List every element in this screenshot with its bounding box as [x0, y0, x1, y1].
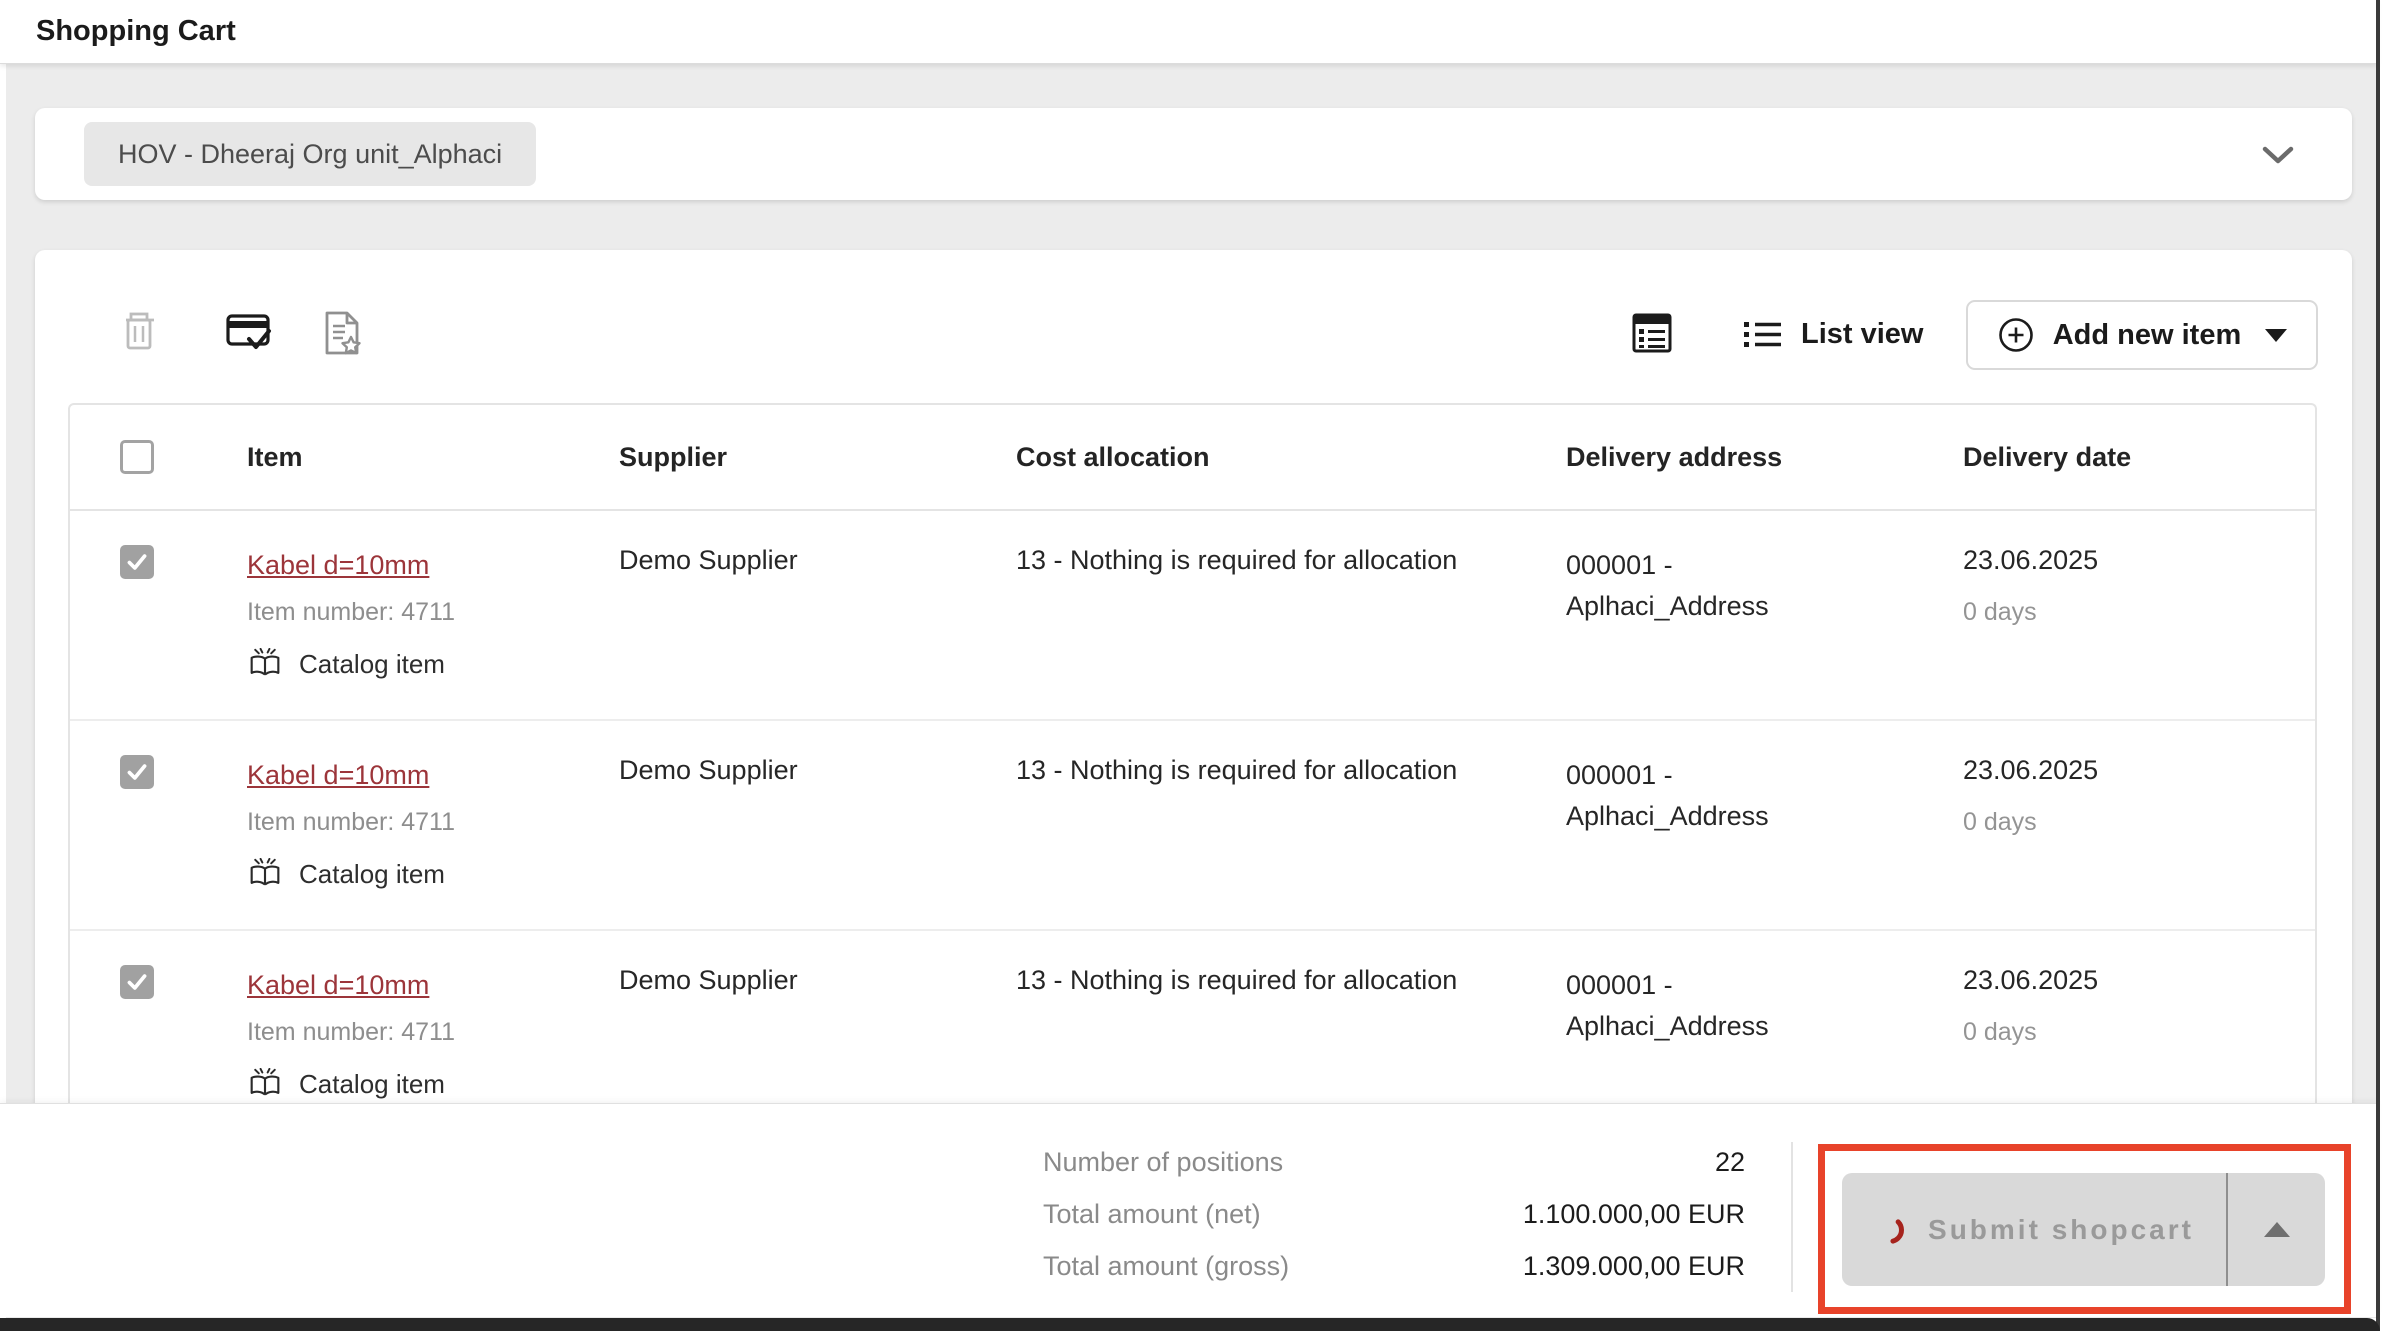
supplier-cell: Demo Supplier — [619, 545, 798, 575]
delivery-address-cell: 000001 - Aplhaci_Address — [1566, 760, 1769, 831]
item-number: Item number: 4711 — [247, 1018, 455, 1046]
catalog-book-icon — [250, 858, 280, 886]
cart-table: Item Supplier Cost allocation Delivery a… — [68, 403, 2317, 1103]
submit-button-divider — [2226, 1173, 2228, 1286]
summary-value: 1.100.000,00 EUR — [1522, 1199, 1745, 1229]
item-number: Item number: 4711 — [247, 808, 455, 836]
table-header-row: Item Supplier Cost allocation Delivery a… — [70, 405, 2315, 511]
catalog-item-badge: Catalog item — [299, 858, 445, 889]
supplier-cell: Demo Supplier — [619, 965, 798, 995]
row-checkbox[interactable] — [120, 545, 154, 579]
submit-options-toggle[interactable] — [2228, 1173, 2325, 1286]
select-all-checkbox[interactable] — [120, 440, 154, 474]
app-header: Shopping Cart — [0, 0, 2377, 64]
org-unit-chip[interactable]: HOV - Dheeraj Org unit_Alphaci — [84, 122, 537, 186]
submit-shopcart-label: Submit shopcart — [1928, 1213, 2194, 1245]
summary-value: 22 — [1714, 1147, 1745, 1177]
table-row: Kabel d=10mm Item number: 4711 Catalog i… — [70, 511, 2315, 721]
delivery-address-cell: 000001 - Aplhaci_Address — [1566, 970, 1769, 1041]
column-header-delivery-address: Delivery address — [1566, 441, 1783, 472]
catalog-item-badge: Catalog item — [299, 648, 445, 679]
catalog-book-icon — [250, 1068, 280, 1096]
summary-label: Total amount (gross) — [1043, 1251, 1290, 1281]
item-link[interactable]: Kabel d=10mm — [247, 970, 430, 1000]
column-header-item: Item — [247, 441, 303, 472]
window-right-edge — [2376, 0, 2380, 1331]
summary-bar: Number of positions 22 Total amount (net… — [0, 1103, 2377, 1317]
delete-button[interactable] — [118, 310, 162, 354]
submit-shopcart-button[interactable]: Submit shopcart — [1842, 1173, 2325, 1286]
card-check-button[interactable] — [225, 310, 271, 354]
delivery-days: 0 days — [1963, 808, 2037, 836]
caret-down-icon — [2265, 328, 2288, 342]
catalog-book-icon — [250, 648, 280, 676]
delivery-date-cell: 23.06.2025 0 days — [1963, 721, 2315, 929]
column-header-cost-allocation: Cost allocation — [1016, 441, 1210, 472]
add-new-item-button[interactable]: Add new item — [1966, 300, 2318, 370]
page-title: Shopping Cart — [36, 15, 236, 47]
chevron-down-icon — [2262, 146, 2294, 164]
summary-divider — [1791, 1142, 1793, 1292]
summary-label: Total amount (net) — [1043, 1199, 1261, 1229]
supplier-cell: Demo Supplier — [619, 755, 798, 785]
cost-allocation-cell: 13 - Nothing is required for allocation — [1016, 755, 1458, 785]
delivery-days: 0 days — [1963, 1018, 2037, 1046]
item-number: Item number: 4711 — [247, 598, 455, 626]
add-new-item-label: Add new item — [2052, 318, 2242, 351]
table-row: Kabel d=10mm Item number: 4711 Catalog i… — [70, 931, 2315, 1103]
column-header-supplier: Supplier — [619, 441, 728, 472]
table-view-button[interactable] — [1631, 312, 1675, 356]
delivery-address-cell: 000001 - Aplhaci_Address — [1566, 550, 1769, 621]
window-bottom-edge — [0, 1318, 2380, 1331]
item-link[interactable]: Kabel d=10mm — [247, 550, 430, 580]
list-icon — [1744, 322, 1781, 347]
delivery-date-cell: 23.06.2025 0 days — [1963, 511, 2315, 719]
cost-allocation-cell: 13 - Nothing is required for allocation — [1016, 965, 1458, 995]
summary-value: 1.309.000,00 EUR — [1522, 1251, 1745, 1281]
plus-circle-icon — [1998, 318, 2033, 352]
org-unit-selector[interactable]: HOV - Dheeraj Org unit_Alphaci — [35, 108, 2352, 200]
cost-allocation-cell: 13 - Nothing is required for allocation — [1016, 545, 1458, 575]
column-header-delivery-date: Delivery date — [1963, 441, 2132, 472]
summary-label: Number of positions — [1043, 1147, 1284, 1177]
cart-table-card: List view Add new item Item Supplier Cos… — [35, 250, 2352, 1103]
list-view-label: List view — [1801, 317, 1924, 350]
catalog-item-badge: Catalog item — [299, 1068, 445, 1099]
delivery-days: 0 days — [1963, 598, 2037, 626]
loading-spinner-icon — [1876, 1215, 1905, 1244]
list-view-button[interactable]: List view — [1743, 312, 1924, 356]
table-row: Kabel d=10mm Item number: 4711 Catalog i… — [70, 721, 2315, 931]
document-star-button[interactable] — [321, 310, 365, 355]
item-link[interactable]: Kabel d=10mm — [247, 760, 430, 790]
caret-up-icon — [2263, 1222, 2290, 1237]
row-checkbox[interactable] — [120, 965, 154, 999]
delivery-date-cell: 23.06.2025 0 days — [1963, 931, 2315, 1103]
row-checkbox[interactable] — [120, 755, 154, 789]
